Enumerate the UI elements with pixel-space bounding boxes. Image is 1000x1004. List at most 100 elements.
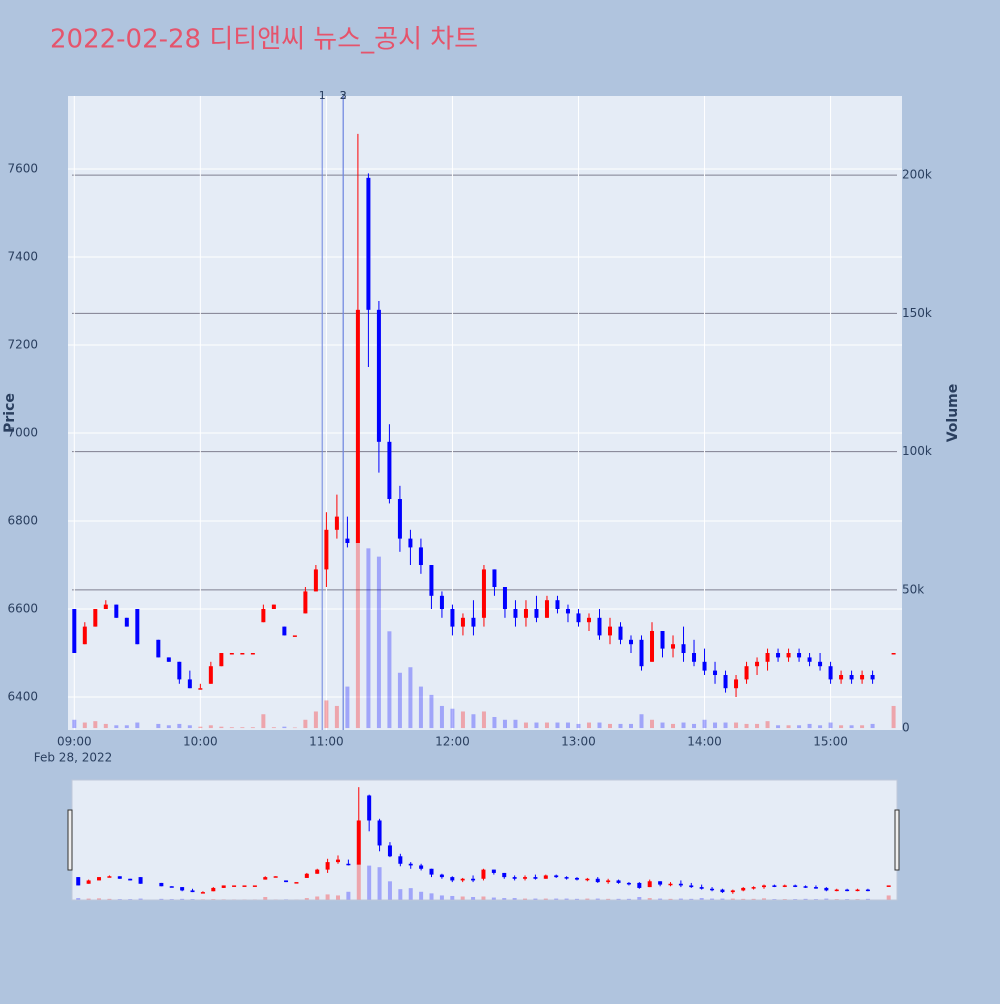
mini-candle-body xyxy=(700,887,704,889)
mini-volume-bar xyxy=(211,899,215,900)
volume-bar xyxy=(860,725,864,728)
mini-candle-body xyxy=(752,887,756,889)
mini-candle-body xyxy=(336,860,340,862)
mini-candle-body xyxy=(887,885,891,887)
plot-area xyxy=(68,96,902,730)
mini-volume-bar xyxy=(357,864,361,900)
mini-candle-body xyxy=(617,880,621,882)
mini-candle-body xyxy=(97,877,101,880)
candle-body xyxy=(492,569,496,587)
mini-volume-bar xyxy=(689,899,693,900)
candle-body xyxy=(429,565,433,596)
volume-bar xyxy=(650,720,654,728)
mini-volume-bar xyxy=(585,899,589,900)
mini-candle-body xyxy=(637,883,641,888)
x-tick-label: 11:00 xyxy=(309,735,344,749)
mini-candle-body xyxy=(845,890,849,892)
mini-candle-body xyxy=(824,888,828,890)
mini-candle-body xyxy=(710,889,714,891)
volume-bar xyxy=(209,725,213,728)
volume-bar xyxy=(482,711,486,728)
volume-bar xyxy=(703,720,707,728)
mini-candle-body xyxy=(430,869,434,875)
range-handle[interactable] xyxy=(68,810,72,870)
volume-bar xyxy=(661,723,665,729)
candle-body xyxy=(545,600,549,618)
mini-volume-bar xyxy=(762,898,766,899)
mini-candle-body xyxy=(139,877,143,884)
candle-body xyxy=(618,627,622,640)
range-slider[interactable] xyxy=(72,780,897,900)
mini-volume-bar xyxy=(76,898,80,900)
y-tick-label: 7400 xyxy=(7,250,38,264)
mini-volume-bar xyxy=(502,898,506,900)
mini-candle-body xyxy=(544,875,548,878)
volume-bar xyxy=(419,687,423,728)
x-tick-label: 12:00 xyxy=(435,735,470,749)
candle-body xyxy=(450,609,454,627)
candle-body xyxy=(513,609,517,618)
mini-volume-bar xyxy=(398,889,402,899)
volume-bar xyxy=(682,723,686,729)
candle-body xyxy=(251,653,255,655)
candle-body xyxy=(692,653,696,662)
y2-axis-title: Volume xyxy=(945,384,961,443)
candle-body xyxy=(482,569,486,617)
candle-body xyxy=(72,609,76,653)
mini-volume-bar xyxy=(856,899,860,900)
range-handle[interactable] xyxy=(895,810,899,870)
volume-bar xyxy=(587,723,591,729)
mini-volume-bar xyxy=(783,899,787,900)
mini-volume-bar xyxy=(627,899,631,900)
candle-body xyxy=(629,640,633,644)
volume-bar xyxy=(503,720,507,728)
candle-body xyxy=(524,609,528,618)
mini-candle-body xyxy=(585,879,589,881)
mini-candle-body xyxy=(471,879,475,881)
mini-candle-body xyxy=(222,885,226,887)
volume-bar xyxy=(93,721,97,728)
x-tick-label: 15:00 xyxy=(813,735,848,749)
y-tick-label: 7000 xyxy=(7,426,38,440)
mini-volume-bar xyxy=(720,899,724,900)
mini-candle-body xyxy=(554,875,558,877)
mini-candle-body xyxy=(866,890,870,892)
mini-candle-body xyxy=(783,885,787,887)
volume-bar xyxy=(440,706,444,728)
mini-candle-body xyxy=(346,864,350,866)
mini-candle-body xyxy=(502,873,506,877)
mini-volume-bar xyxy=(315,896,319,899)
mini-candle-body xyxy=(575,878,579,880)
volume-bar xyxy=(324,700,328,728)
mini-volume-bar xyxy=(793,899,797,900)
mini-volume-bar xyxy=(419,892,423,900)
volume-bar xyxy=(282,727,286,728)
mini-volume-bar xyxy=(305,898,309,900)
mini-volume-bar xyxy=(450,896,454,900)
candle-body xyxy=(776,653,780,657)
mini-candle-body xyxy=(159,883,163,886)
volume-bar xyxy=(293,728,297,729)
volume-bar xyxy=(766,721,770,728)
y-tick-label: 6800 xyxy=(7,514,38,528)
candle-body xyxy=(293,635,297,637)
volume-bar xyxy=(745,724,749,728)
mini-candle-body xyxy=(378,820,382,845)
mini-volume-bar xyxy=(554,899,558,900)
mini-volume-bar xyxy=(814,899,818,900)
mini-candle-body xyxy=(814,887,818,889)
candle-body xyxy=(461,618,465,627)
mini-volume-bar xyxy=(128,899,132,900)
mini-volume-bar xyxy=(648,898,652,900)
mini-candle-body xyxy=(648,881,652,887)
candle-body xyxy=(303,591,307,613)
candle-body xyxy=(587,618,591,622)
candle-body xyxy=(272,605,276,609)
mini-volume-bar xyxy=(263,897,267,900)
candle-body xyxy=(282,627,286,636)
volume-bar xyxy=(713,723,717,729)
volume-bar xyxy=(797,725,801,728)
volume-bar xyxy=(555,723,559,729)
volume-bar xyxy=(513,720,517,728)
volume-bar xyxy=(471,714,475,728)
